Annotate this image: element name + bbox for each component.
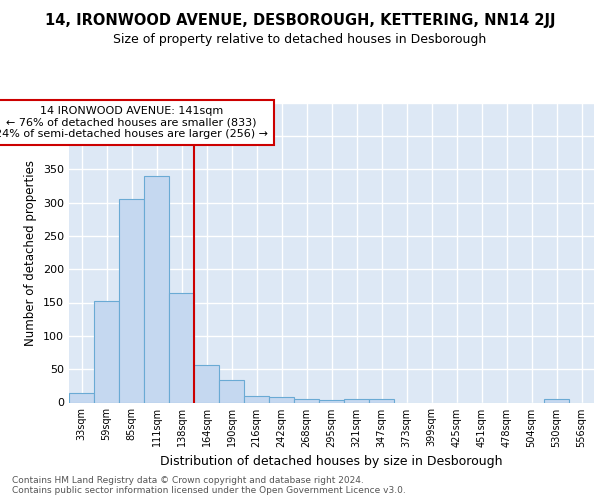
Bar	[269, 397, 294, 402]
Bar	[294, 399, 319, 402]
Bar	[344, 399, 369, 402]
Bar	[219, 380, 244, 402]
Bar	[144, 176, 169, 402]
Bar	[319, 400, 344, 402]
Text: 14, IRONWOOD AVENUE, DESBOROUGH, KETTERING, NN14 2JJ: 14, IRONWOOD AVENUE, DESBOROUGH, KETTERI…	[45, 12, 555, 28]
Bar	[169, 292, 194, 403]
Bar	[119, 198, 144, 402]
Text: 14 IRONWOOD AVENUE: 141sqm
← 76% of detached houses are smaller (833)
24% of sem: 14 IRONWOOD AVENUE: 141sqm ← 76% of deta…	[0, 106, 268, 139]
Text: Contains HM Land Registry data © Crown copyright and database right 2024.
Contai: Contains HM Land Registry data © Crown c…	[12, 476, 406, 495]
Bar	[544, 399, 569, 402]
Text: Size of property relative to detached houses in Desborough: Size of property relative to detached ho…	[113, 32, 487, 46]
Y-axis label: Number of detached properties: Number of detached properties	[25, 160, 37, 346]
X-axis label: Distribution of detached houses by size in Desborough: Distribution of detached houses by size …	[160, 455, 503, 468]
Bar	[69, 392, 94, 402]
Bar	[94, 301, 119, 402]
Bar	[369, 399, 394, 402]
Bar	[194, 364, 219, 403]
Bar	[244, 396, 269, 402]
